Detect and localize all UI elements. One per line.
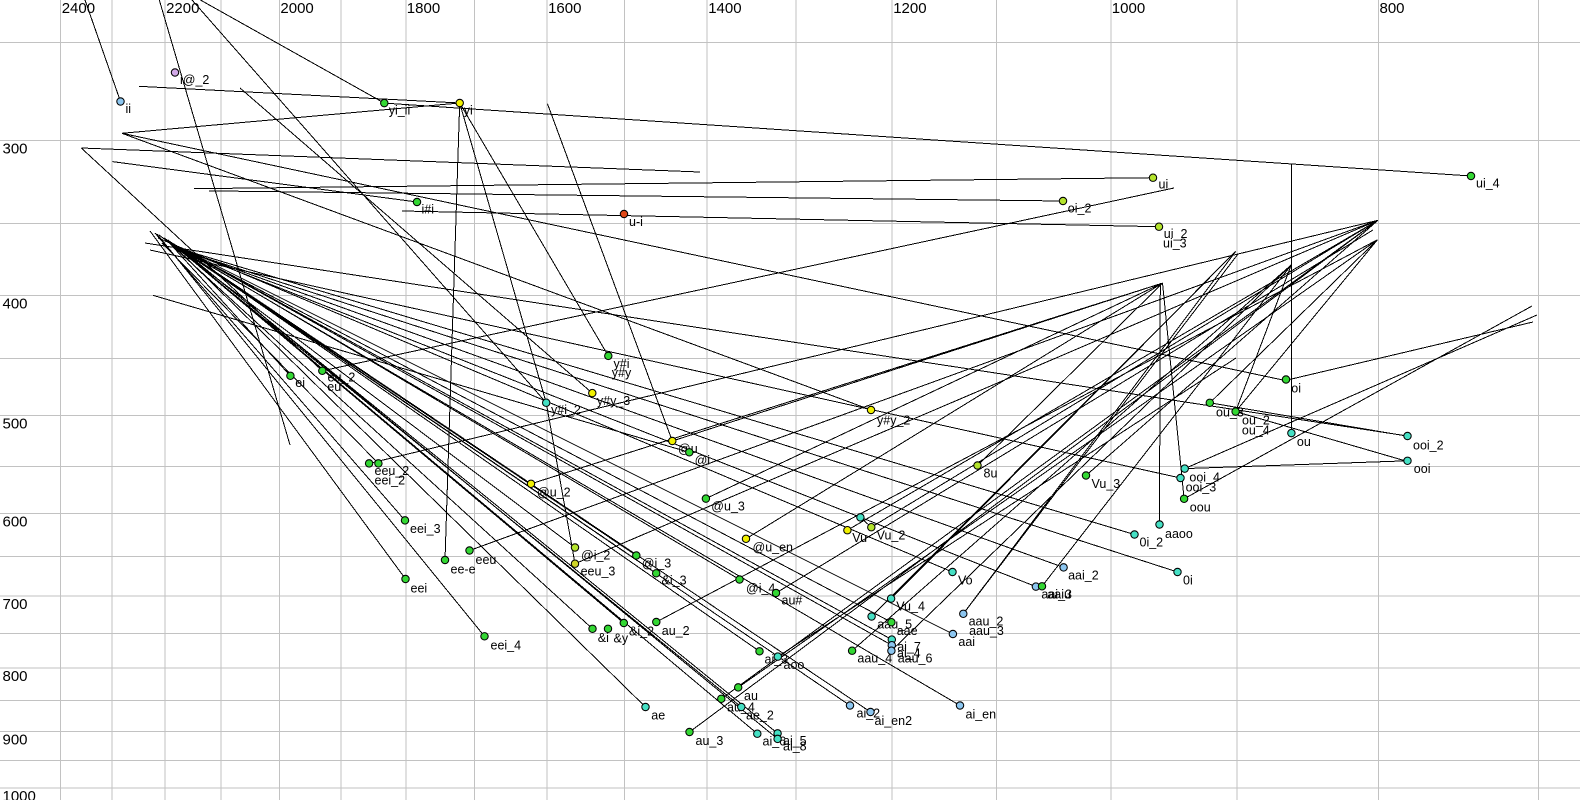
svg-text:ai_en: ai_en (966, 708, 997, 722)
svg-text:ai_en2: ai_en2 (875, 714, 913, 728)
svg-text:eu: eu (327, 380, 341, 394)
svg-text:eeu: eeu (476, 553, 497, 567)
svg-text:eu_2: eu_2 (328, 371, 356, 385)
svg-text:@i_2: @i_2 (581, 549, 610, 563)
svg-text:eei: eei (411, 582, 428, 596)
svg-text:ai_5: ai_5 (783, 734, 807, 748)
svg-text:ae: ae (651, 709, 665, 723)
svg-text:yi: yi (464, 104, 473, 118)
svg-text:au#: au# (782, 594, 803, 608)
svg-text:eei_3: eei_3 (410, 522, 441, 536)
svg-text:ou_2: ou_2 (1242, 414, 1270, 428)
svg-text:&y: &y (614, 632, 629, 646)
svg-text:800: 800 (1380, 0, 1405, 17)
svg-text:Vu_3: Vu_3 (1092, 477, 1121, 491)
svg-text:2000: 2000 (280, 0, 313, 17)
svg-text:Vu_4: Vu_4 (896, 600, 925, 614)
svg-text:y#y_3: y#y_3 (597, 394, 630, 408)
svg-text:au_2: au_2 (662, 624, 690, 638)
svg-text:800: 800 (3, 668, 28, 685)
svg-text:ou: ou (1297, 435, 1311, 449)
svg-text:i@_2: i@_2 (180, 73, 209, 87)
svg-text:y#y_2: y#y_2 (877, 414, 910, 428)
svg-text:300: 300 (3, 141, 28, 158)
svg-text:0i: 0i (1183, 574, 1193, 588)
svg-text:ooi_3: ooi_3 (1186, 481, 1217, 495)
svg-text:@u_3: @u_3 (711, 500, 745, 514)
svg-text:i#i: i#i (422, 203, 435, 217)
svg-text:ei: ei (295, 376, 305, 390)
svg-text:aau_4: aau_4 (857, 652, 892, 666)
svg-text:&i_2: &i_2 (629, 625, 654, 639)
svg-text:0i_2: 0i_2 (1140, 536, 1164, 550)
svg-text:600: 600 (3, 513, 28, 530)
svg-text:Vu: Vu (852, 531, 867, 545)
svg-text:ooi: ooi (1414, 462, 1431, 476)
svg-text:1000: 1000 (3, 788, 36, 800)
svg-text:ii: ii (126, 102, 132, 116)
svg-text:ee-e: ee-e (451, 563, 476, 577)
svg-text:y#i_2: y#i_2 (551, 403, 581, 417)
svg-text:eei_4: eei_4 (491, 639, 522, 653)
svg-text:ae_2: ae_2 (746, 709, 774, 723)
svg-text:1000: 1000 (1112, 0, 1145, 17)
svg-text:1400: 1400 (708, 0, 741, 17)
svg-text:ui_3: ui_3 (1163, 237, 1187, 251)
svg-text:eeu_3: eeu_3 (581, 565, 616, 579)
svg-text:oou: oou (1190, 501, 1211, 515)
svg-text:eei_2: eei_2 (375, 474, 406, 488)
svg-text:1600: 1600 (548, 0, 581, 17)
svg-text:eeu_2: eeu_2 (375, 464, 410, 478)
svg-text:Vu_2: Vu_2 (877, 529, 906, 543)
svg-text:ai_8: ai_8 (783, 740, 807, 754)
svg-text:ui_2: ui_2 (1164, 227, 1188, 241)
svg-text:aaoo: aaoo (1165, 527, 1193, 541)
svg-text:aau_2: aau_2 (969, 615, 1004, 629)
svg-text:900: 900 (3, 731, 28, 748)
svg-text:oi_2: oi_2 (1068, 202, 1092, 216)
svg-text:u-i: u-i (629, 215, 643, 229)
svg-text:aau_3: aau_3 (969, 624, 1004, 638)
svg-text:400: 400 (3, 295, 28, 312)
svg-text:700: 700 (3, 596, 28, 613)
svg-text:au_3: au_3 (696, 734, 724, 748)
svg-text:aae: aae (897, 624, 918, 638)
svg-text:1800: 1800 (407, 0, 440, 17)
svg-text:&i: &i (598, 631, 609, 645)
svg-text:@u_2: @u_2 (537, 486, 571, 500)
svg-text:aai_2: aai_2 (1068, 569, 1099, 583)
svg-text:8u: 8u (984, 467, 998, 481)
svg-text:2200: 2200 (166, 0, 199, 17)
svg-text:ui: ui (1159, 178, 1169, 192)
svg-text:ai_4: ai_4 (897, 647, 921, 661)
svg-text:aai_3: aai_3 (1041, 588, 1072, 602)
svg-text:@u_en: @u_en (753, 541, 794, 555)
svg-text:&i_3: &i_3 (662, 574, 687, 588)
svg-text:ou_4: ou_4 (1242, 424, 1270, 438)
svg-text:yi_ii: yi_ii (389, 104, 411, 118)
svg-text:1200: 1200 (893, 0, 926, 17)
svg-text:ui_4: ui_4 (1476, 177, 1500, 191)
svg-text:aau_6: aau_6 (898, 652, 933, 666)
svg-text:aoo: aoo (784, 658, 805, 672)
svg-text:@i_3: @i_3 (642, 557, 671, 571)
svg-text:@i_4: @i_4 (746, 582, 775, 596)
svg-text:au: au (744, 689, 758, 703)
svg-text:ooi_2: ooi_2 (1413, 439, 1444, 453)
svg-text:Vo: Vo (958, 574, 973, 588)
svg-text:oi: oi (1291, 382, 1301, 396)
svg-text:y#i: y#i (614, 357, 630, 371)
svg-text:aaiu: aaiu (1047, 588, 1071, 602)
svg-text:aai: aai (958, 635, 975, 649)
svg-text:500: 500 (3, 415, 28, 432)
svg-text:ai_7: ai_7 (897, 640, 921, 654)
svg-text:@i: @i (695, 454, 710, 468)
svg-text:ooi_4: ooi_4 (1189, 471, 1220, 485)
svg-text:y#y: y#y (612, 366, 632, 380)
